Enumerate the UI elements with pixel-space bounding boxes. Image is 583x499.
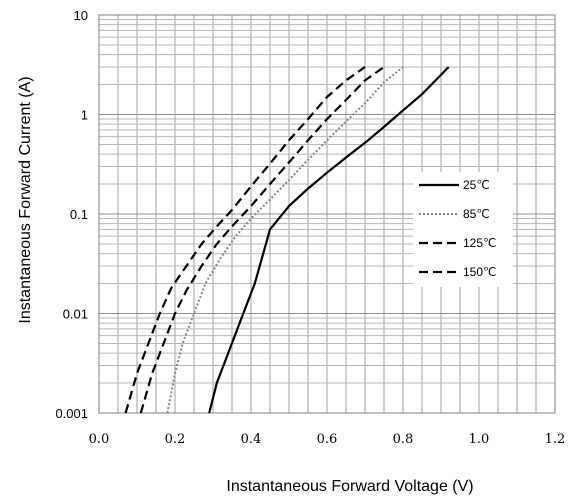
series-layer [124, 66, 450, 414]
legend-label: 150℃ [463, 265, 497, 279]
x-tick-label: 0.4 [241, 432, 262, 447]
x-tick-label: 0.8 [393, 432, 414, 447]
legend: 25℃ 85℃ 125℃ 150℃ [413, 172, 513, 287]
x-tick-label: 0.0 [89, 432, 110, 447]
y-axis-title: Instantaneous Forward Current (A) [17, 76, 34, 323]
series-line-1 [208, 66, 450, 414]
x-axis-title: Instantaneous Forward Voltage (V) [226, 478, 473, 495]
x-tick-labels: 0.0 0.2 0.4 0.6 0.8 1.0 1.2 [89, 432, 566, 447]
x-tick-label: 1.0 [469, 432, 490, 447]
y-tick-labels: 0.001 0.01 0.1 1 10 [55, 8, 88, 421]
y-tick-label: 0.1 [70, 207, 88, 222]
y-tick-label: 10 [74, 8, 88, 23]
y-tick-label: 1 [81, 108, 88, 123]
series-line-2 [166, 66, 404, 414]
series-line-3 [139, 66, 385, 414]
series-line-4 [124, 66, 366, 414]
x-tick-label: 0.6 [317, 432, 338, 447]
legend-label: 85℃ [463, 207, 490, 221]
x-tick-label: 0.2 [165, 432, 186, 447]
legend-label: 125℃ [463, 236, 497, 250]
legend-box [413, 172, 513, 287]
y-tick-label: 0.001 [55, 406, 88, 421]
y-tick-label: 0.01 [63, 307, 88, 322]
plot-frame [98, 14, 556, 414]
legend-label: 25℃ [463, 178, 490, 192]
x-tick-label: 1.2 [545, 432, 566, 447]
